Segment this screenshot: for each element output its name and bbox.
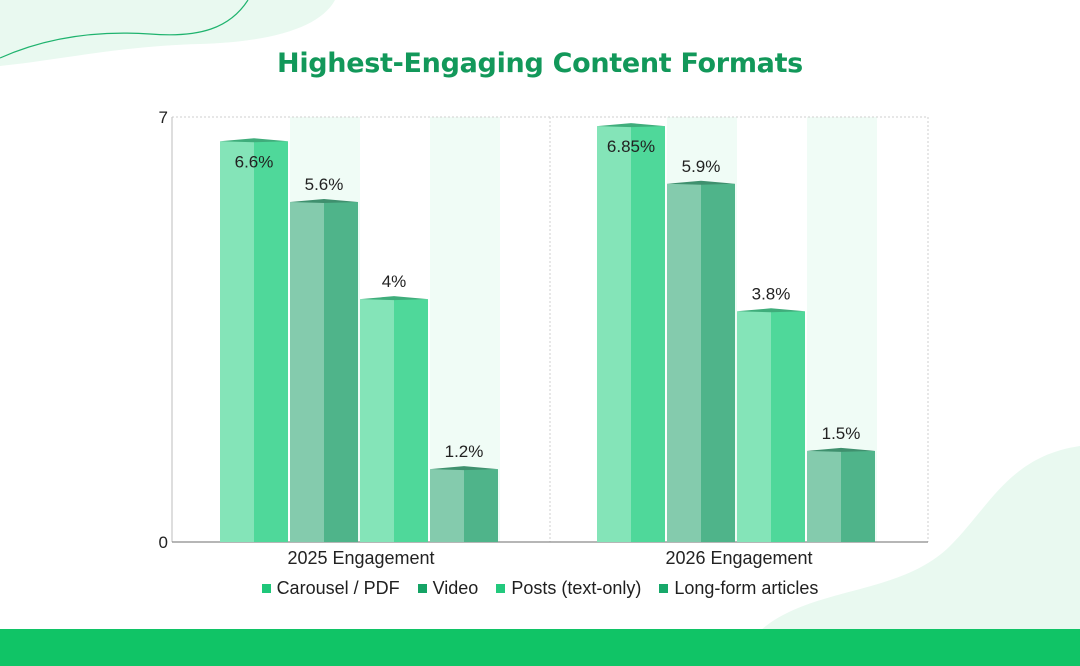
data-label: 4% xyxy=(382,272,407,291)
bar xyxy=(430,466,498,542)
bar-face-right xyxy=(771,311,805,542)
bar xyxy=(667,180,735,543)
bar-cap xyxy=(290,199,358,203)
data-label: 6.85% xyxy=(607,137,655,156)
x-tick-label: 2025 Engagement xyxy=(287,548,434,568)
bar-face-right xyxy=(254,141,288,543)
legend-item: Video xyxy=(417,578,479,599)
chart-legend: Carousel / PDF Video Posts (text-only) Long… xyxy=(0,578,1080,599)
legend-swatch xyxy=(417,584,427,593)
bar-face-right xyxy=(324,202,358,542)
y-tick-label: 7 xyxy=(159,108,168,127)
legend-item: Carousel / PDF xyxy=(261,578,400,599)
bar-face-right xyxy=(464,469,498,542)
legend-label: Posts (text-only) xyxy=(511,578,642,598)
legend-label: Long-form articles xyxy=(674,578,819,598)
bar-cap xyxy=(220,138,288,143)
bar xyxy=(290,199,358,542)
bar-cap xyxy=(597,123,665,128)
bar xyxy=(597,123,665,542)
bar-cap xyxy=(667,180,735,185)
footer-bar xyxy=(0,629,1080,666)
bar-cap xyxy=(807,447,875,452)
bar-face-right xyxy=(631,126,665,542)
bar-face-right xyxy=(841,450,875,542)
x-tick-label: 2026 Engagement xyxy=(665,548,812,568)
bar xyxy=(807,447,875,542)
bar-cap xyxy=(737,308,805,313)
bar-face-left xyxy=(360,299,394,542)
bar-face-left xyxy=(290,202,324,542)
chart-title: Highest-Engaging Content Formats xyxy=(277,48,803,79)
data-label: 1.5% xyxy=(822,424,861,443)
bar-face-right xyxy=(394,299,428,542)
data-label: 5.6% xyxy=(305,175,344,194)
bar-face-left xyxy=(220,141,254,543)
bar-face-left xyxy=(597,126,631,542)
legend-label: Carousel / PDF xyxy=(276,578,400,598)
data-label: 3.8% xyxy=(752,284,791,303)
legend-item: Long-form articles xyxy=(659,578,818,599)
bar xyxy=(360,296,428,542)
bar-cap xyxy=(360,296,428,301)
data-label: 5.9% xyxy=(682,157,721,176)
legend-swatch xyxy=(496,584,506,593)
legend-label: Video xyxy=(432,578,479,598)
bar-face-left xyxy=(667,183,701,543)
bar-face-left xyxy=(430,469,464,542)
legend-swatch xyxy=(261,584,271,593)
data-label: 1.2% xyxy=(445,442,484,461)
legend-item: Posts (text-only) xyxy=(496,578,641,599)
bar-face-left xyxy=(807,450,841,542)
legend-swatch xyxy=(659,584,669,593)
y-tick-label: 0 xyxy=(159,533,168,552)
bar-cap xyxy=(430,466,498,471)
data-label: 6.6% xyxy=(235,152,274,171)
bar xyxy=(220,138,288,543)
bar xyxy=(737,308,805,542)
bar-face-left xyxy=(737,311,771,542)
bar-face-right xyxy=(701,183,735,543)
